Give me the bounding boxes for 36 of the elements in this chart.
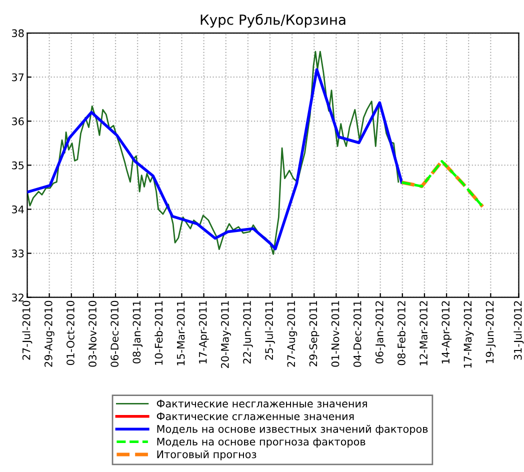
x-tick-label: 01-Oct-2010 xyxy=(66,300,74,366)
y-tick-label: 38 xyxy=(12,29,24,38)
x-tick-label: 08-Jan-2011 xyxy=(132,301,143,364)
x-tick-label: 17-May-2012 xyxy=(464,301,474,368)
legend-label: Фактические сглаженные значения xyxy=(156,412,354,420)
legend-label: Итоговый прогноз xyxy=(157,450,256,460)
y-tick-label: 32 xyxy=(12,294,24,302)
x-tick-label: 25-Jul-2011 xyxy=(264,301,275,360)
legend-label: Модель на основе прогноза факторов xyxy=(157,438,366,448)
y-tick-label: 35 xyxy=(12,161,24,170)
x-tick-label: 03-Nov-2010 xyxy=(88,300,96,367)
x-tick-label: 12-Mar-2012 xyxy=(420,301,428,366)
x-tick-label: 15-Mar-2011 xyxy=(176,301,185,366)
x-tick-label: 29-Sep-2011 xyxy=(309,301,320,366)
legend-label: Модель на основе известных значений факторов xyxy=(157,424,428,435)
x-tick-label: 08-Feb-2012 xyxy=(397,301,406,366)
legend-label: Фактические несглаженные значения xyxy=(156,400,367,408)
x-tick-label: 31-Jul-2012 xyxy=(514,301,524,360)
x-tick-label: 20-May-2011 xyxy=(221,301,231,368)
x-tick-label: 27-Aug-2011 xyxy=(287,301,298,367)
x-tick-label: 10-Feb-2011 xyxy=(154,301,163,365)
y-tick-label: 33 xyxy=(12,250,24,258)
x-tick-label: 19-Jun-2012 xyxy=(486,301,496,364)
x-tick-label: 04-Dec-2011 xyxy=(353,301,362,367)
x-tick-label: 29-Aug-2010 xyxy=(44,300,54,367)
x-tick-label: 06-Dec-2010 xyxy=(110,300,119,367)
x-tick-label: 06-Jan-2012 xyxy=(375,301,386,364)
x-tick-label: 14-Apr-2012 xyxy=(442,301,452,364)
x-tick-label: 22-Jun-2011 xyxy=(243,301,253,364)
y-tick-label: 34 xyxy=(12,205,24,214)
x-tick-label: 01-Nov-2011 xyxy=(331,301,340,367)
x-tick-label: 17-Apr-2011 xyxy=(198,301,209,364)
y-tick-label: 37 xyxy=(12,73,24,82)
chart-title: Курс Рубль/Корзина xyxy=(200,14,346,28)
y-tick-label: 36 xyxy=(12,117,24,126)
x-tick-label: 27-Jul-2010 xyxy=(22,300,32,360)
